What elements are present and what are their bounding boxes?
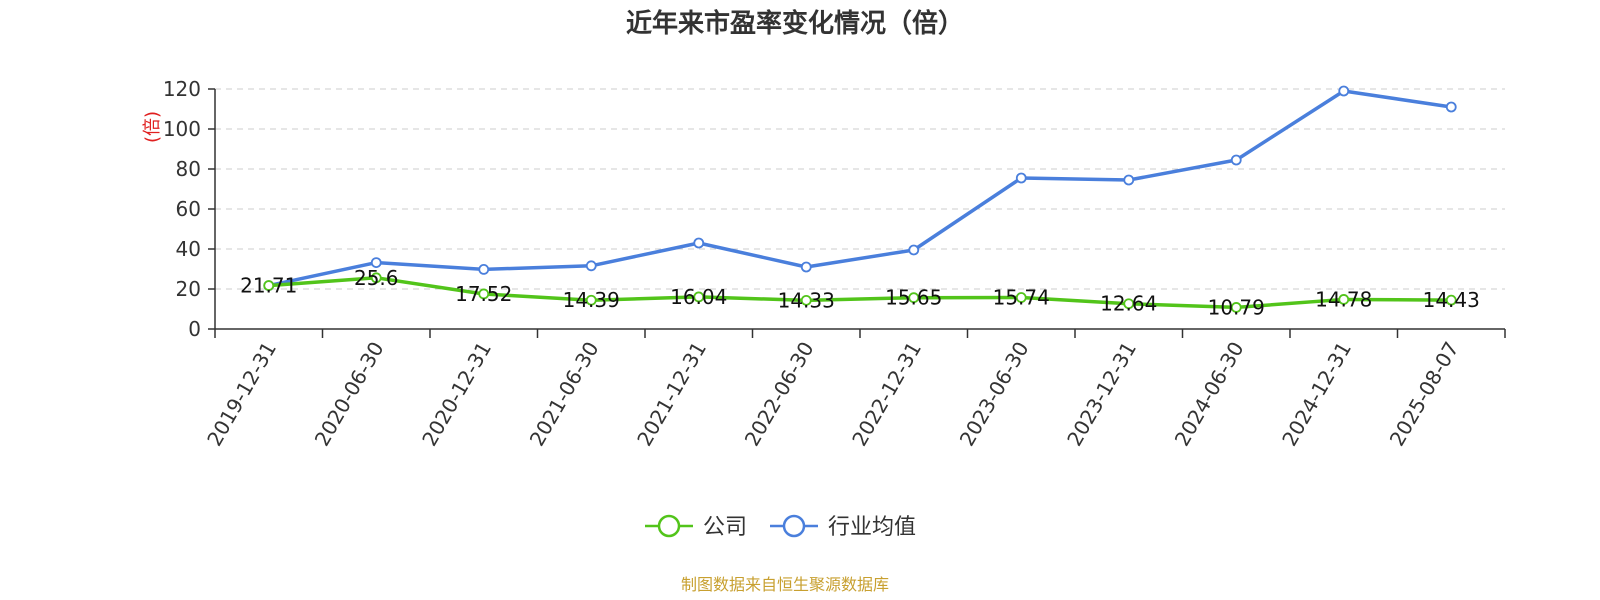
x-tick-label: 2022-12-31 [847, 338, 926, 451]
data-point[interactable] [1230, 302, 1242, 313]
data-point[interactable] [370, 257, 382, 269]
data-point[interactable] [263, 280, 275, 291]
data-point[interactable] [1123, 298, 1135, 310]
data-point[interactable] [1123, 174, 1135, 186]
data-label: 25.6 [354, 266, 399, 290]
x-tick-label: 2023-12-31 [1062, 338, 1141, 451]
series-line-1 [268, 89, 1452, 288]
y-tick-label: 0 [188, 317, 201, 341]
y-tick-label: 20 [176, 277, 201, 301]
y-axis-label: (倍) [142, 111, 163, 143]
data-label: 14.78 [1315, 287, 1372, 311]
grid-lines [215, 88, 1505, 290]
data-point[interactable] [800, 261, 812, 273]
x-tick-label: 2020-06-30 [310, 338, 389, 451]
legend-marker [782, 514, 806, 538]
data-label: 14.39 [563, 288, 620, 312]
x-tick-label: 2025-08-07 [1385, 338, 1464, 451]
data-label: 14.33 [778, 288, 835, 312]
y-tick-label: 40 [176, 237, 201, 261]
data-point[interactable] [370, 272, 382, 284]
y-tick-label: 100 [163, 117, 201, 141]
legend-item-0[interactable]: 公司 [645, 514, 747, 540]
x-tick-label: 2019-12-31 [202, 338, 281, 451]
x-tick-label: 2020-12-31 [417, 338, 496, 451]
series-line-0 [268, 276, 1452, 310]
y-tick-label: 80 [176, 157, 201, 181]
x-tick-label: 2021-06-30 [525, 338, 604, 451]
data-label: 15.74 [993, 286, 1050, 310]
data-label: 17.52 [455, 282, 512, 306]
data-point[interactable] [800, 294, 812, 306]
data-point[interactable] [693, 291, 705, 303]
data-label: 21.71 [240, 274, 297, 298]
x-tick-label: 2021-12-31 [632, 338, 711, 451]
data-label: 16.04 [670, 285, 727, 309]
data-point[interactable] [1445, 101, 1457, 113]
data-label: 12.64 [1100, 292, 1157, 316]
data-point[interactable] [908, 244, 920, 256]
legend-item-1[interactable]: 行业均值 [770, 514, 916, 540]
x-tick-label: 2022-06-30 [740, 338, 819, 451]
data-point[interactable] [1445, 294, 1457, 306]
data-point[interactable] [1338, 294, 1350, 305]
data-point[interactable] [1338, 85, 1350, 97]
data-labels: 21.71 25.6 17.52 14.39 16.04 14.33 15.65 15.74 1… [240, 266, 1480, 320]
legend-label: 行业均值 [828, 515, 916, 540]
data-point[interactable] [478, 288, 490, 300]
data-point[interactable] [585, 294, 597, 306]
legend-marker [657, 514, 681, 538]
data-label: 10.79 [1208, 295, 1265, 319]
legend-label: 公司 [703, 515, 747, 540]
data-point[interactable] [1230, 154, 1242, 166]
data-point[interactable] [1015, 292, 1027, 303]
x-tick-label: 2024-12-31 [1277, 338, 1356, 451]
series-layer [263, 85, 1457, 313]
x-tick-label: 2024-06-30 [1170, 338, 1249, 451]
legend[interactable]: 公司 行业均值 [645, 514, 916, 540]
chart-title: 近年来市盈率变化情况（倍） [626, 8, 964, 39]
x-tick-label: 2023-06-30 [955, 338, 1034, 451]
data-point[interactable] [693, 237, 705, 249]
data-point[interactable] [585, 260, 597, 272]
data-point[interactable] [478, 263, 490, 275]
data-point[interactable] [1015, 172, 1027, 184]
data-label: 15.65 [885, 286, 942, 310]
data-label: 14.43 [1423, 288, 1480, 312]
data-point[interactable] [908, 292, 920, 304]
y-tick-label: 60 [176, 197, 201, 221]
source-note: 制图数据来自恒生聚源数据库 [681, 575, 889, 594]
y-tick-label: 120 [163, 77, 201, 101]
